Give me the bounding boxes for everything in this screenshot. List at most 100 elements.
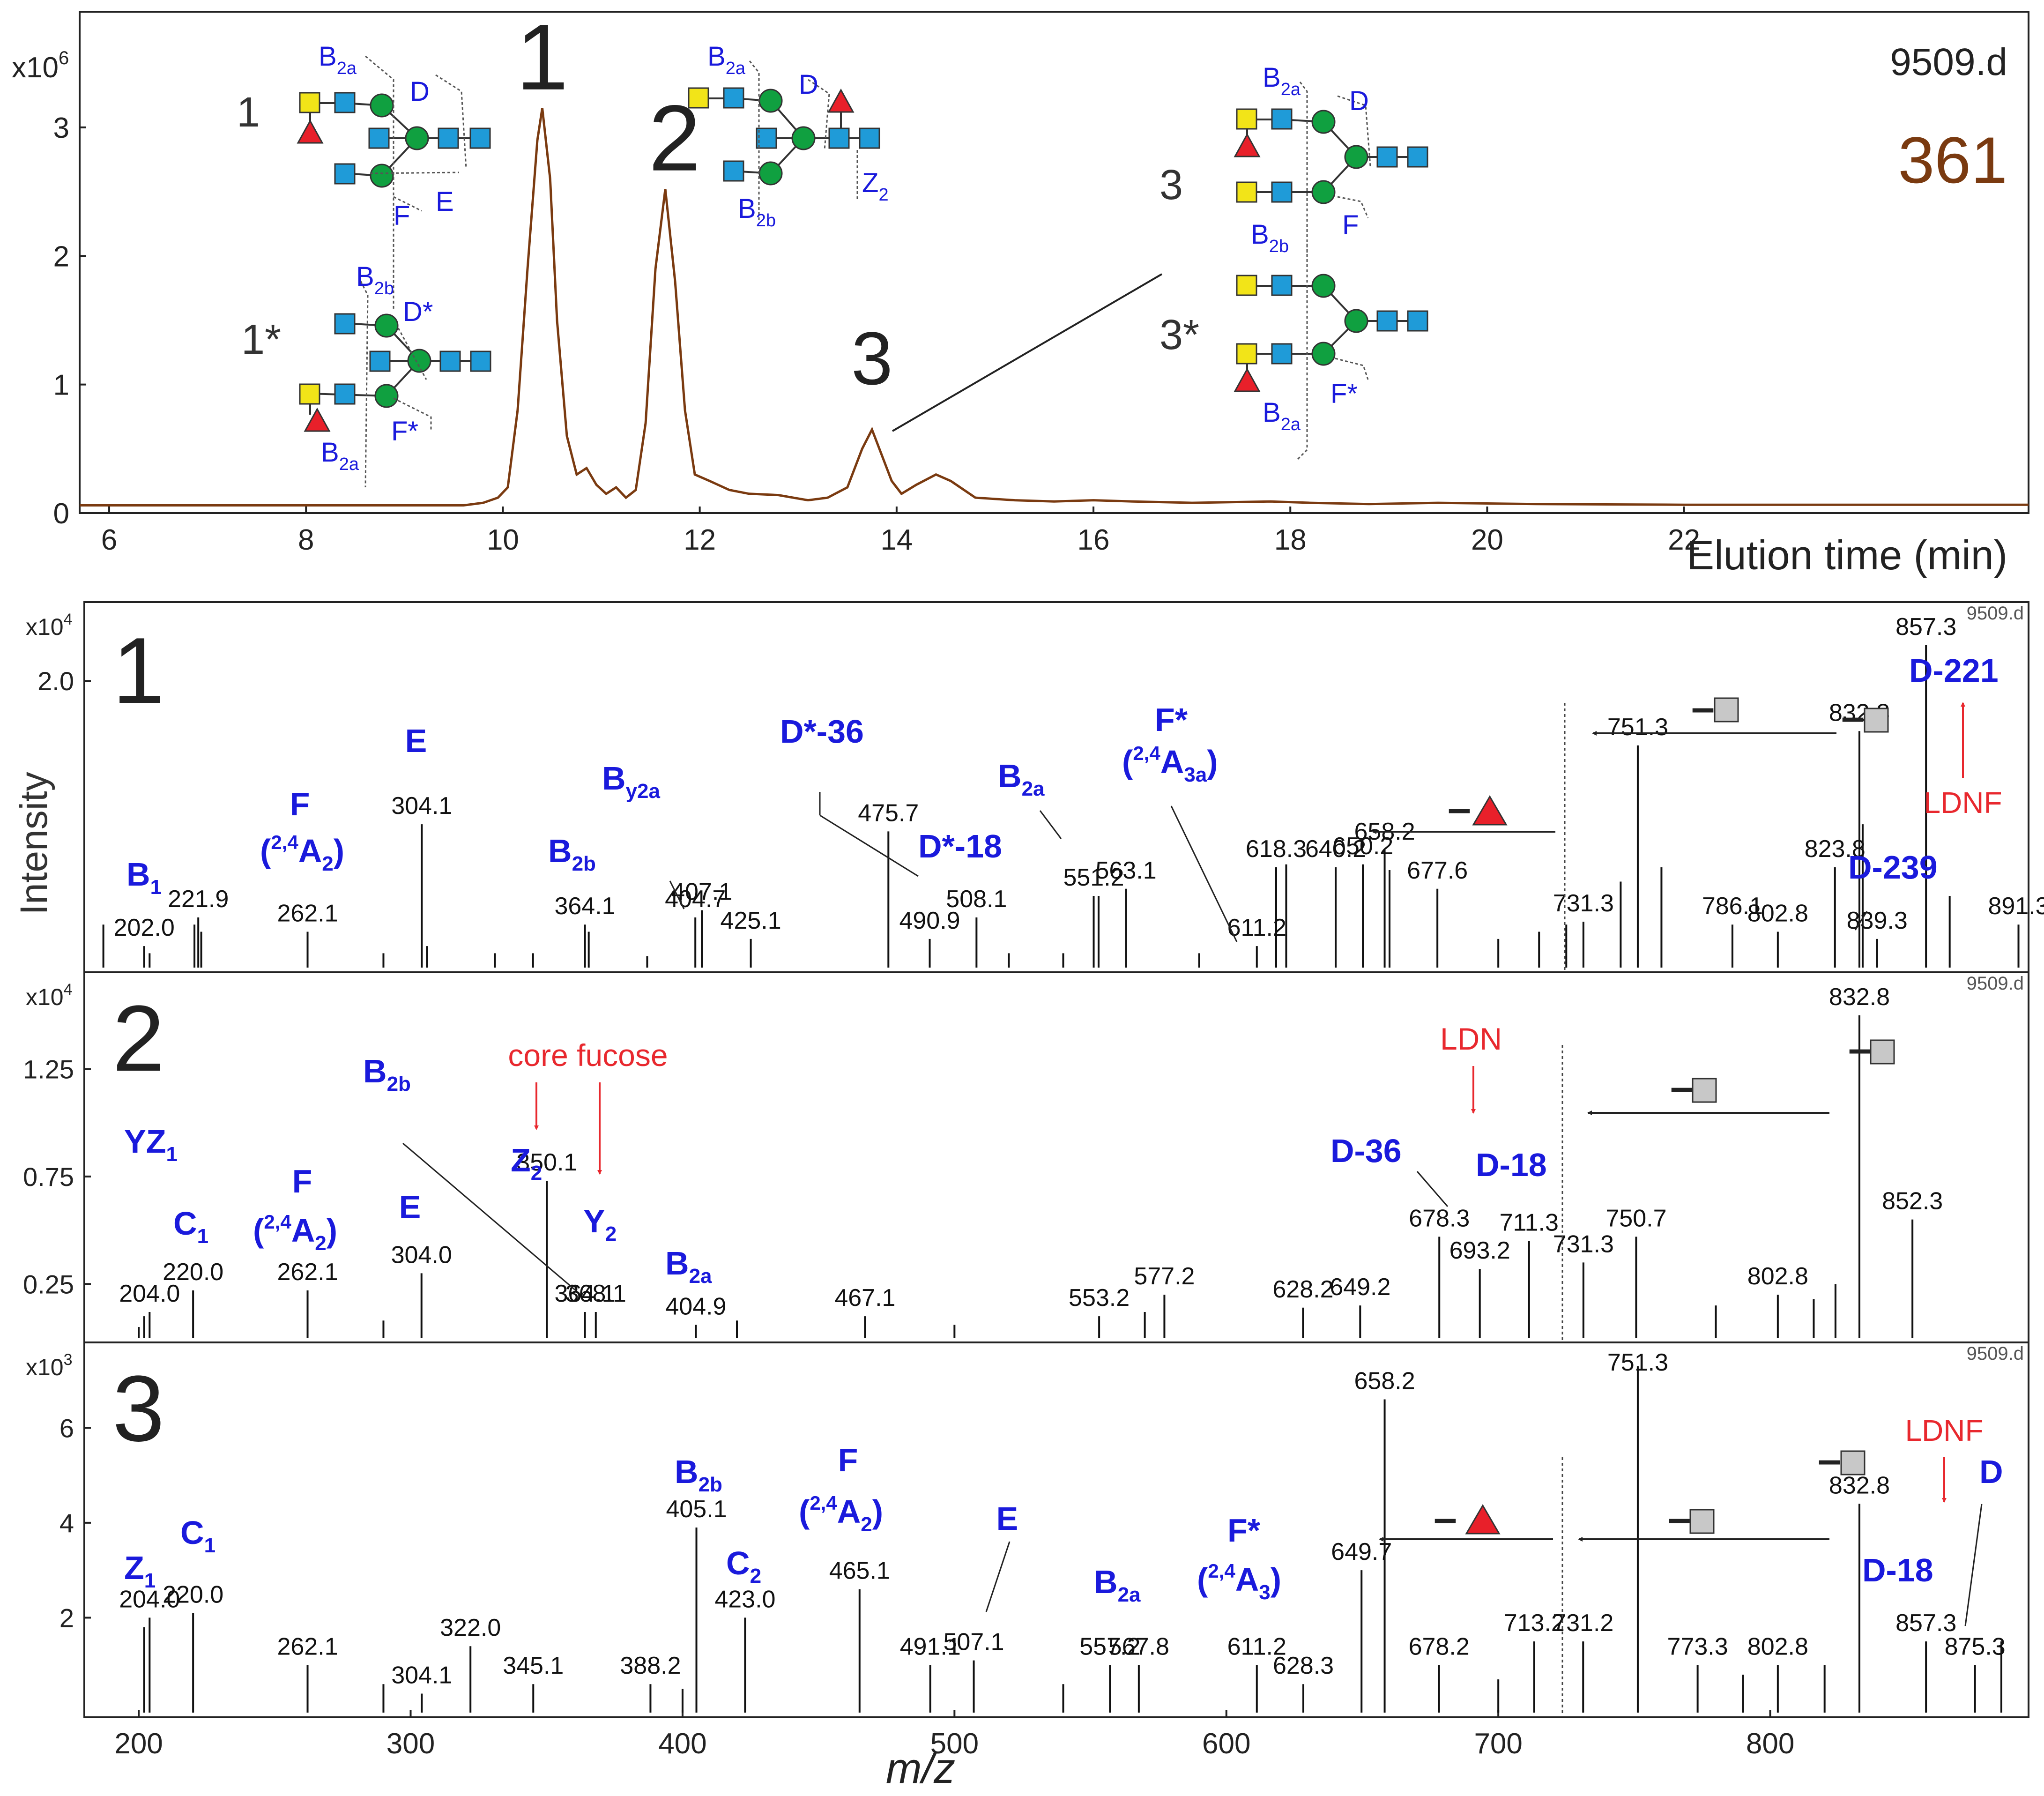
modification-label: core fucose bbox=[508, 1038, 668, 1073]
loss-dash: – bbox=[1434, 1495, 1457, 1542]
peak-mz-label: 640.2 bbox=[1305, 835, 1366, 863]
ion-label: C1 bbox=[180, 1514, 216, 1557]
hexnac-loss-icon bbox=[1840, 1450, 1866, 1476]
x-tick-label: 400 bbox=[658, 1728, 706, 1760]
peak-mz-label: 628.2 bbox=[1272, 1276, 1333, 1303]
peak-mz-label: 852.3 bbox=[1882, 1188, 1943, 1215]
peak-mz-label: 407.1 bbox=[671, 879, 732, 906]
ion-label: Y2 bbox=[583, 1203, 617, 1245]
peak-mz-label: 649.2 bbox=[1330, 1274, 1390, 1301]
peak-mz-label: 204.0 bbox=[119, 1280, 180, 1307]
mannose-icon bbox=[370, 93, 394, 118]
glycan-structure-1: B2a D F E bbox=[297, 41, 491, 309]
galnac-icon bbox=[1236, 181, 1257, 203]
ion-label: B1 bbox=[126, 856, 162, 899]
mannose-icon bbox=[758, 161, 783, 186]
mannose-icon bbox=[1344, 145, 1368, 169]
peak-mz-label: 465.1 bbox=[829, 1558, 890, 1585]
mannose-icon bbox=[405, 126, 429, 150]
glycan-structure-3star: F* B2a bbox=[1234, 244, 1428, 460]
ion-label: Z2 bbox=[511, 1142, 542, 1185]
loss-dash: – bbox=[1691, 684, 1715, 731]
peak-mz-label: 832.8 bbox=[1829, 1472, 1890, 1499]
peak-mz-label: 220.0 bbox=[163, 1581, 223, 1608]
fragment-label: D bbox=[799, 69, 818, 100]
ion-label: (2,4A2) bbox=[253, 1211, 337, 1255]
ion-label: By2a bbox=[602, 760, 661, 803]
mannose-icon bbox=[374, 313, 399, 338]
ion-label: (2,4A2) bbox=[260, 831, 344, 875]
peak-mz-label: 221.9 bbox=[168, 886, 229, 913]
ion-label: D-239 bbox=[1848, 849, 1938, 886]
peak-mz-label: 773.3 bbox=[1667, 1633, 1728, 1661]
peak-mz-label: 388.2 bbox=[620, 1652, 681, 1679]
glcnac-icon bbox=[469, 127, 491, 149]
peak-mz-label: 677.6 bbox=[1407, 857, 1468, 884]
peak-mz-label: 475.7 bbox=[858, 799, 919, 827]
ion-label: F* bbox=[1227, 1512, 1261, 1549]
x-tick-label: 12 bbox=[684, 524, 716, 556]
glcnac-icon bbox=[334, 92, 356, 113]
fucose-icon bbox=[827, 88, 855, 113]
file-label: 9509.d bbox=[1967, 603, 2024, 624]
peak-mz-label: 425.1 bbox=[721, 907, 781, 934]
ion-label: D*-18 bbox=[918, 828, 1002, 864]
loss-dash: – bbox=[1841, 693, 1865, 740]
y-axis: 0.25 0.75 1.25 bbox=[23, 1054, 91, 1299]
spectrum-bars bbox=[143, 1366, 2002, 1713]
peak-mz-label: 751.3 bbox=[1607, 1349, 1668, 1376]
mannose-icon bbox=[1311, 274, 1336, 298]
ion-label: B2b bbox=[548, 833, 596, 875]
ion-label: C2 bbox=[726, 1545, 761, 1587]
peak-mz-label: 507.1 bbox=[943, 1629, 1004, 1656]
peak-mz-label: 891.3 bbox=[1988, 893, 2044, 920]
y-tick-label: 2.0 bbox=[37, 666, 74, 696]
hexnac-loss-icon bbox=[1714, 697, 1739, 723]
glcnac-icon bbox=[439, 350, 461, 372]
peak-mz-label: 467.1 bbox=[834, 1284, 895, 1312]
glcnac-icon bbox=[859, 127, 880, 149]
ion-label: B2a bbox=[998, 758, 1045, 800]
chrom-file-label: 9509.d bbox=[1890, 41, 2007, 83]
hexnac-loss-icon bbox=[1689, 1509, 1715, 1534]
glcnac-icon bbox=[438, 127, 459, 149]
fragment-label: B2b bbox=[738, 194, 776, 231]
galnac-icon bbox=[1236, 343, 1257, 365]
spectrum-frame bbox=[83, 601, 2029, 1718]
ion-label: (2,4A2) bbox=[799, 1492, 883, 1536]
modification-label: LDN bbox=[1440, 1021, 1502, 1056]
y-exponent: x103 bbox=[26, 1351, 73, 1380]
galnac-icon bbox=[299, 92, 320, 113]
modification-label: LDNF bbox=[1905, 1414, 1983, 1447]
ion-label: E bbox=[405, 723, 427, 759]
mz-axis-label: m/z bbox=[886, 1744, 955, 1792]
y-exponent: x104 bbox=[26, 611, 73, 640]
glcnac-icon bbox=[756, 127, 777, 149]
loss-dash: – bbox=[1668, 1495, 1691, 1542]
ion-label: D-18 bbox=[1862, 1552, 1933, 1588]
chromatogram-frame bbox=[79, 11, 2029, 514]
peak-mz-label: 802.8 bbox=[1747, 900, 1808, 927]
peak-mz-label: 802.8 bbox=[1747, 1633, 1808, 1661]
mz-axis: 200 300 400 500 600 700 800 bbox=[114, 1710, 1794, 1760]
fragment-label: B2b bbox=[1251, 219, 1289, 256]
ion-label: D bbox=[1979, 1453, 2003, 1490]
ion-label: B2b bbox=[363, 1053, 411, 1095]
spectrum-bars bbox=[102, 645, 2020, 968]
fragment-label: B2a bbox=[1263, 397, 1301, 434]
hexnac-loss-icon bbox=[1870, 1039, 1895, 1065]
peak-mz-label: 405.1 bbox=[666, 1496, 727, 1523]
ion-label: Z1 bbox=[124, 1550, 156, 1592]
x-tick-label: 800 bbox=[1746, 1728, 1794, 1760]
ion-label: (2,4A3) bbox=[1197, 1560, 1281, 1604]
annotation-leader bbox=[1170, 805, 1238, 942]
peak-mz-label: 577.2 bbox=[1134, 1263, 1195, 1290]
y-tick-label: 6 bbox=[59, 1413, 74, 1443]
y-tick-label: 0 bbox=[53, 498, 69, 530]
glycan-structure-2: B2a D Z2 B2b bbox=[688, 41, 889, 231]
y-exponent: x104 bbox=[26, 981, 73, 1010]
fragment-label: F bbox=[1342, 210, 1359, 240]
glcnac-icon bbox=[1271, 343, 1293, 365]
